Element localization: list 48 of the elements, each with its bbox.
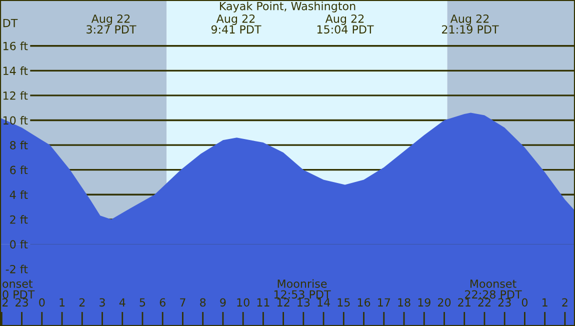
x-tick-label: 22 [478, 298, 490, 306]
x-tick-label: 1 [542, 298, 548, 306]
annotation: Moonset 22:28 PDT [465, 280, 522, 299]
x-tick-label: 15 [338, 298, 350, 307]
x-tick-label: 23 [498, 298, 511, 307]
x-tick-label: 2 [2, 298, 8, 306]
y-tick-label: 14 ft [3, 66, 28, 75]
annotation: onset 0 PDT [2, 280, 35, 299]
chart-title: Kayak Point, Washington [220, 2, 356, 12]
annotation: Aug 22 21:19 PDT [442, 14, 499, 34]
x-tick-label: 13 [298, 298, 310, 307]
x-tick-label: 18 [398, 298, 410, 307]
y-tick-label: 10 ft [3, 116, 28, 125]
x-tick-label: 4 [119, 298, 126, 306]
x-tick-label: 21 [458, 298, 470, 306]
y-tick-label: -2 ft [6, 264, 28, 274]
x-tick-label: 17 [378, 298, 390, 306]
x-tick-label: 3 [100, 298, 105, 307]
annotation: Aug 22 15:04 PDT [317, 14, 374, 34]
annotation: DT [3, 18, 18, 28]
annotation: Moonrise 12:53 PDT [274, 279, 331, 299]
x-tick-label: 7 [180, 298, 186, 306]
annotation: Aug 22 9:41 PDT [211, 14, 262, 34]
x-tick-label: 2 [562, 298, 568, 306]
x-tick-label: 8 [200, 298, 206, 307]
x-tick-label: 0 [522, 298, 528, 307]
x-tick-label: 11 [257, 298, 270, 306]
y-tick-label: 8 ft [10, 140, 28, 150]
x-tick-label: 10 [237, 298, 250, 307]
y-tick-label: 2 ft [10, 215, 28, 224]
x-tick-label: 16 [358, 298, 370, 307]
x-tick-label: 20 [438, 298, 451, 307]
x-tick-label: 12 [277, 298, 290, 306]
y-tick-label: 12 ft [3, 91, 28, 100]
x-tick-label: 0 [39, 298, 45, 307]
x-tick-label: 14 [318, 298, 330, 306]
x-tick-label: 6 [160, 298, 166, 307]
x-tick-label: 5 [140, 298, 146, 307]
y-tick-label: 0 ft [10, 240, 28, 249]
x-tick-label: 19 [418, 298, 430, 307]
x-tick-label: 1 [60, 298, 65, 306]
y-tick-label: 4 ft [10, 190, 28, 199]
x-tick-label: 23 [16, 298, 28, 307]
annotation: Aug 22 3:27 PDT [86, 14, 136, 34]
x-tick-label: 2 [79, 298, 85, 306]
y-tick-label: 16 ft [3, 42, 28, 50]
y-tick-label: 6 ft [10, 166, 28, 174]
x-tick-label: 9 [220, 298, 226, 307]
